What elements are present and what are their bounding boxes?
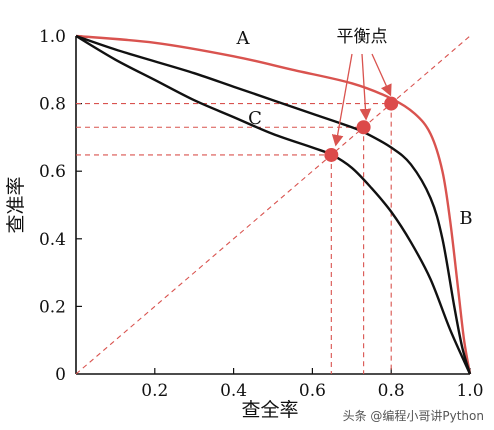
axes: 0.2 0.4 0.6 0.8 1.0 0 0.2 0.4 0.6 0.8 1.0 查全率 查准率 bbox=[5, 27, 484, 421]
curve-label-a: A bbox=[236, 28, 251, 49]
x-tick-label: 0.2 bbox=[141, 381, 168, 401]
x-axis-title: 查全率 bbox=[241, 399, 298, 421]
y-tick-label: 0.8 bbox=[39, 95, 66, 115]
break-even-guides bbox=[75, 35, 471, 375]
labels: A B C 平衡点 bbox=[236, 27, 473, 229]
y-tick-label: 0.2 bbox=[39, 297, 66, 317]
curve-a bbox=[75, 34, 472, 375]
curve-label-b: B bbox=[459, 208, 472, 229]
curve-label-c: C bbox=[248, 108, 262, 129]
y-axis-title: 查准率 bbox=[5, 176, 27, 233]
y-tick-label: 1.0 bbox=[39, 27, 66, 47]
y-tick-label: 0.4 bbox=[39, 230, 66, 250]
x-tick-label: 0.6 bbox=[299, 381, 326, 401]
x-tick-label: 0.8 bbox=[378, 381, 405, 401]
break-even-diagonal bbox=[75, 35, 471, 375]
y-tick-label: 0 bbox=[55, 365, 66, 385]
y-tick-label: 0.6 bbox=[39, 162, 66, 182]
break-even-point-a bbox=[384, 96, 399, 111]
annotation-label: 平衡点 bbox=[337, 27, 388, 47]
break-even-point-b bbox=[356, 120, 371, 135]
x-tick-label: 0.4 bbox=[220, 381, 247, 401]
annotation-arrow bbox=[331, 53, 353, 147]
x-tick-label: 1.0 bbox=[456, 381, 483, 401]
annotation-arrow bbox=[371, 53, 392, 97]
break-even-points bbox=[324, 96, 399, 162]
watermark: 头条 @编程小哥讲Python bbox=[342, 409, 484, 423]
annotation-arrow bbox=[359, 53, 372, 121]
break-even-point-c bbox=[324, 147, 339, 162]
